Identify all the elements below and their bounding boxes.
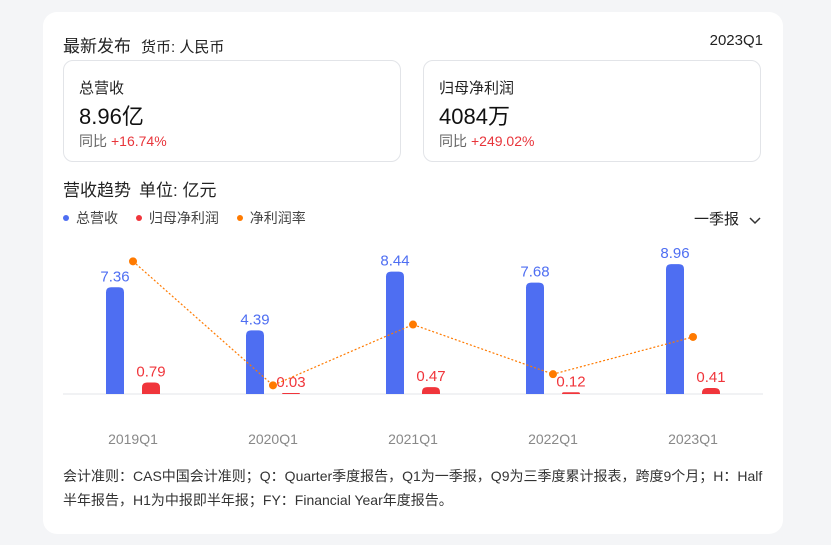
x-tick-label-2023Q1: 2023Q1 <box>668 431 718 447</box>
data-label-net-profit-2023Q1: 0.41 <box>696 369 725 386</box>
legend-dot <box>135 215 142 222</box>
legend-label: 总营收 <box>76 210 118 226</box>
yoy-value: +16.74% <box>111 133 167 149</box>
metric-yoy: 同比 +16.74% <box>79 131 167 151</box>
card-title: 最新发布 <box>63 37 131 56</box>
yoy-label: 同比 <box>439 133 467 149</box>
data-label-net-profit-2019Q1: 0.79 <box>136 364 165 381</box>
metric-label: 归母净利润 <box>439 80 515 97</box>
data-label-revenue-2022Q1: 7.68 <box>520 264 549 281</box>
data-label-revenue-2021Q1: 8.44 <box>380 253 409 270</box>
x-tick-label-2019Q1: 2019Q1 <box>108 431 158 447</box>
data-label-net-profit-2021Q1: 0.47 <box>416 368 445 385</box>
metric-card-revenue: 总营收 8.96亿 同比 +16.74% <box>63 60 401 162</box>
report-period: 2023Q1 <box>709 32 763 49</box>
yoy-label: 同比 <box>79 133 107 149</box>
bar-net-profit-2023Q1 <box>702 388 720 394</box>
point-net-margin-2021Q1 <box>409 320 417 329</box>
stock-financial-card: 最新发布 货币: 人民币 2023Q1 总营收 8.96亿 同比 +16.74% 归… <box>43 12 783 534</box>
card-header: 最新发布 货币: 人民币 2023Q1 <box>63 32 763 56</box>
x-tick-label-2020Q1: 2020Q1 <box>248 431 298 447</box>
bar-net-profit-2022Q1 <box>562 392 580 394</box>
legend-label: 净利润率 <box>249 210 306 226</box>
bar-revenue-2021Q1 <box>386 271 404 394</box>
bar-revenue-2022Q1 <box>526 282 544 394</box>
metric-value: 4084万 <box>439 104 510 129</box>
currency-label: 货币: 人民币 <box>141 39 225 56</box>
metric-yoy: 同比 +249.02% <box>439 131 534 151</box>
bar-net-profit-2019Q1 <box>142 382 160 394</box>
line-net-margin <box>132 260 694 387</box>
data-label-net-profit-2022Q1: 0.12 <box>556 373 585 390</box>
x-tick-label-2021Q1: 2021Q1 <box>388 431 438 447</box>
point-net-margin-2020Q1 <box>269 381 277 390</box>
trend-title: 营收趋势 <box>63 181 131 200</box>
legend-dot <box>63 215 69 222</box>
point-net-margin-2019Q1 <box>129 257 137 266</box>
report-type-value: 一季报 <box>693 211 739 228</box>
report-type-dropdown[interactable]: 一季报 <box>694 208 761 229</box>
metric-label: 总营收 <box>79 80 125 97</box>
revenue-trend-chart: 7.36 0.79 2019Q1 4.39 0.03 2020Q1 8.44 0.47 2021… <box>63 245 763 447</box>
legend-item-net-profit[interactable]: 归母净利润 <box>135 208 219 228</box>
legend-item-revenue[interactable]: 总营收 <box>63 208 118 228</box>
accounting-footnote: 会计准则：CAS中国会计准则；Q：Quarter季度报告，Q1为一季报，Q9为三… <box>63 468 763 508</box>
metric-card-net-profit: 归母净利润 4084万 同比 +249.02% <box>423 60 761 162</box>
trend-heading: 营收趋势 单位: 亿元 <box>63 176 216 201</box>
legend-label: 归母净利润 <box>148 210 219 226</box>
legend-item-margin[interactable]: 净利润率 <box>236 208 306 228</box>
x-tick-label-2022Q1: 2022Q1 <box>528 431 578 447</box>
bar-revenue-2023Q1 <box>666 264 684 394</box>
data-label-revenue-2019Q1: 7.36 <box>100 268 129 285</box>
data-label-net-profit-2020Q1: 0.03 <box>276 374 305 391</box>
point-net-margin-2022Q1 <box>549 370 557 379</box>
data-label-revenue-2020Q1: 4.39 <box>240 311 269 328</box>
bar-revenue-2020Q1 <box>246 330 264 394</box>
metric-value: 8.96亿 <box>79 104 144 129</box>
data-label-revenue-2023Q1: 8.96 <box>660 245 689 262</box>
chart-legend: 总营收 归母净利润 净利润率 <box>63 208 320 228</box>
yoy-value: +249.02% <box>471 133 535 149</box>
legend-dot <box>236 215 243 222</box>
chevron-down-icon <box>749 212 761 229</box>
bar-net-profit-2020Q1 <box>282 393 300 394</box>
bar-net-profit-2021Q1 <box>422 387 440 394</box>
point-net-margin-2023Q1 <box>689 332 697 341</box>
trend-unit: 单位: 亿元 <box>139 181 217 200</box>
bar-revenue-2019Q1 <box>106 287 124 394</box>
